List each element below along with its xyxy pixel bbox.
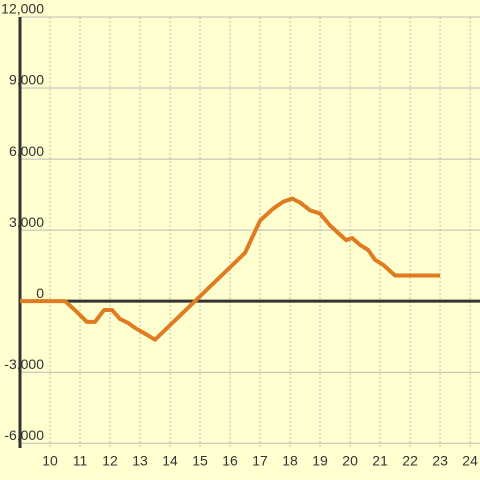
x-tick-label: 23 <box>432 453 448 469</box>
x-tick-label: 14 <box>162 453 178 469</box>
x-tick-label: 13 <box>132 453 148 469</box>
y-tick-label: 6,000 <box>9 143 44 159</box>
y-tick-label: 3,000 <box>9 214 44 230</box>
data-line <box>20 196 441 342</box>
x-tick-label: 15 <box>192 453 208 469</box>
y-tick-label: 9,000 <box>9 72 44 88</box>
x-tick-label: 11 <box>73 453 88 469</box>
y-tick-label: 12,000 <box>1 1 44 17</box>
x-tick-label: 19 <box>312 453 328 469</box>
y-tick-label: -6,000 <box>4 427 44 443</box>
x-tick-label: 18 <box>282 453 298 469</box>
x-tick-label: 20 <box>342 453 358 469</box>
x-tick-label: 17 <box>252 453 268 469</box>
y-tick-label: -3,000 <box>4 356 44 372</box>
x-tick-label: 10 <box>42 453 58 469</box>
x-tick-label: 16 <box>222 453 238 469</box>
y-tick-label: 0 <box>36 285 44 301</box>
x-tick-label: 24 <box>462 453 478 469</box>
x-tick-label: 12 <box>102 453 118 469</box>
x-tick-label: 21 <box>372 453 388 469</box>
x-tick-label: 22 <box>402 453 418 469</box>
